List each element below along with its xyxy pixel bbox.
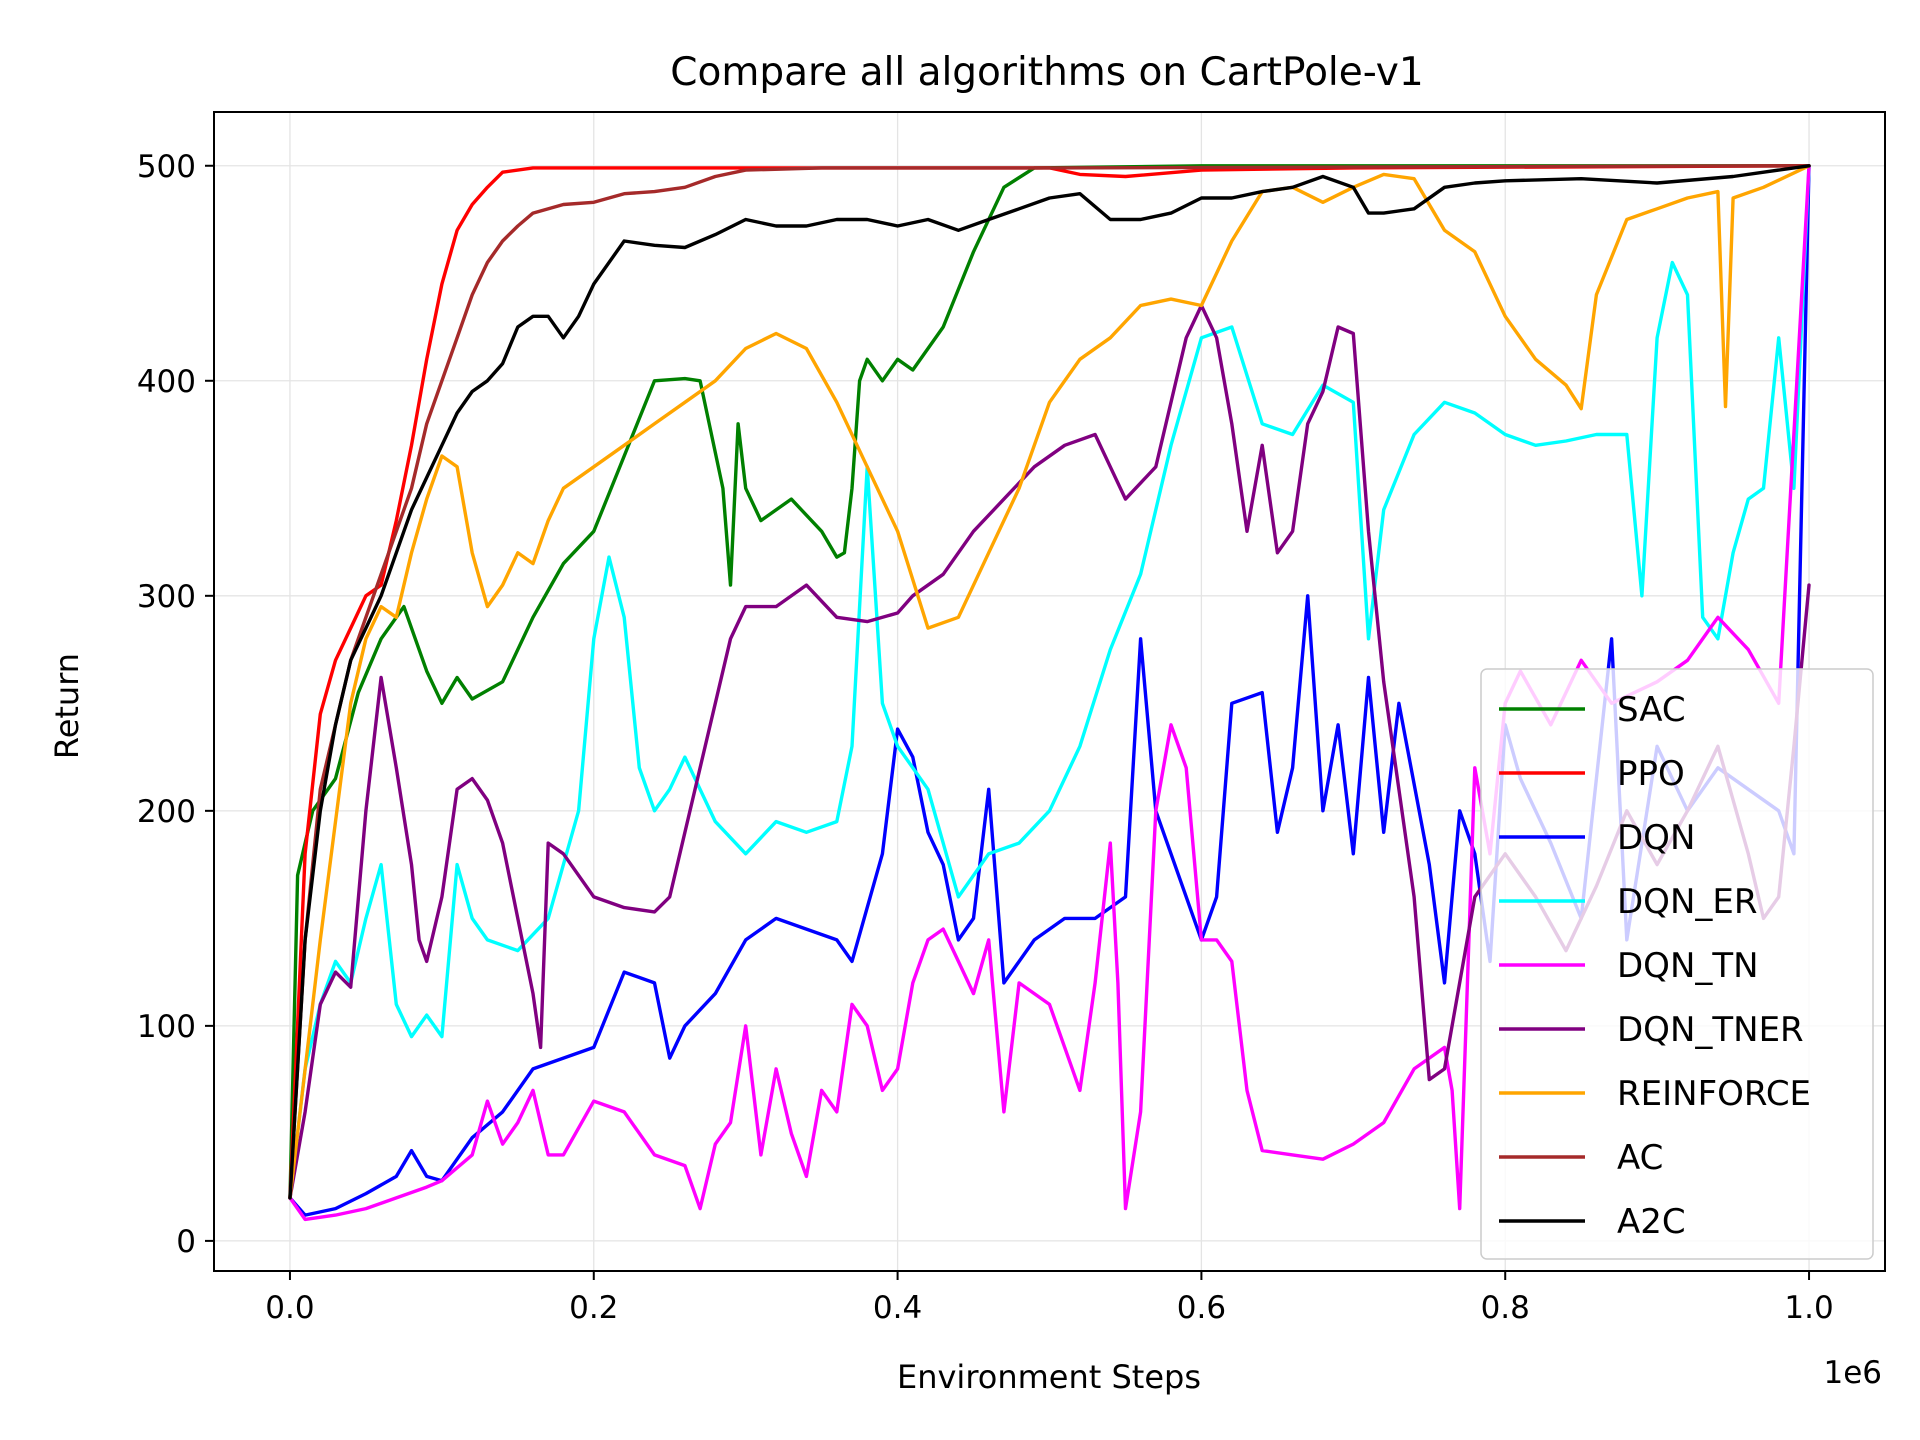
x-tick-label: 0.0 (265, 1290, 314, 1326)
chart-title: Compare all algorithms on CartPole-v1 (670, 50, 1423, 95)
x-tick-label: 0.2 (569, 1290, 618, 1326)
series-line-ppo (288, 164, 1811, 1200)
legend-label-dqn-er: DQN_ER (1617, 882, 1757, 922)
y-tick-label: 300 (137, 579, 196, 615)
x-tick-label: 1.0 (1784, 1290, 1833, 1326)
plot-area-frame (213, 111, 1886, 1272)
y-tick-label: 400 (137, 364, 196, 400)
legend-label-dqn-tner: DQN_TNER (1617, 1010, 1804, 1050)
x-tick-label: 0.8 (1481, 1290, 1530, 1326)
y-axis-label: Return (48, 653, 86, 759)
series-line-sac (288, 164, 1811, 1200)
x-tick-label: 0.6 (1177, 1290, 1226, 1326)
y-tick-label: 500 (137, 149, 196, 185)
legend: SAC PPO DQN DQN_ER DQN_TN DQN_TNER REINFORCE AC… (1480, 668, 1874, 1260)
x-axis-offset-label: 1e6 (1823, 1355, 1882, 1391)
series-line-reinforce (288, 164, 1811, 1200)
legend-label-reinforce: REINFORCE (1617, 1074, 1811, 1114)
y-tick-label: 0 (176, 1224, 196, 1260)
series-line-dqn-er (288, 164, 1811, 1200)
legend-label-ac: AC (1617, 1138, 1663, 1178)
legend-label-a2c: A2C (1617, 1202, 1686, 1242)
series-lines (288, 164, 1811, 1222)
legend-label-ppo: PPO (1617, 754, 1685, 794)
axis-ticks: 0.0 0.2 0.4 0.6 0.8 1.0 0 100 200 300 400 500 (137, 149, 1834, 1326)
series-line-a2c (288, 164, 1811, 1200)
legend-label-dqn-tn: DQN_TN (1617, 946, 1759, 986)
legend-box (1480, 668, 1874, 1260)
legend-label-sac: SAC (1617, 690, 1686, 730)
series-line-dqn-tn (288, 164, 1811, 1222)
y-tick-label: 200 (137, 794, 196, 830)
y-tick-label: 100 (137, 1009, 196, 1045)
legend-label-dqn: DQN (1617, 818, 1695, 858)
x-axis-label: Environment Steps (897, 1358, 1201, 1396)
x-tick-label: 0.4 (873, 1290, 922, 1326)
